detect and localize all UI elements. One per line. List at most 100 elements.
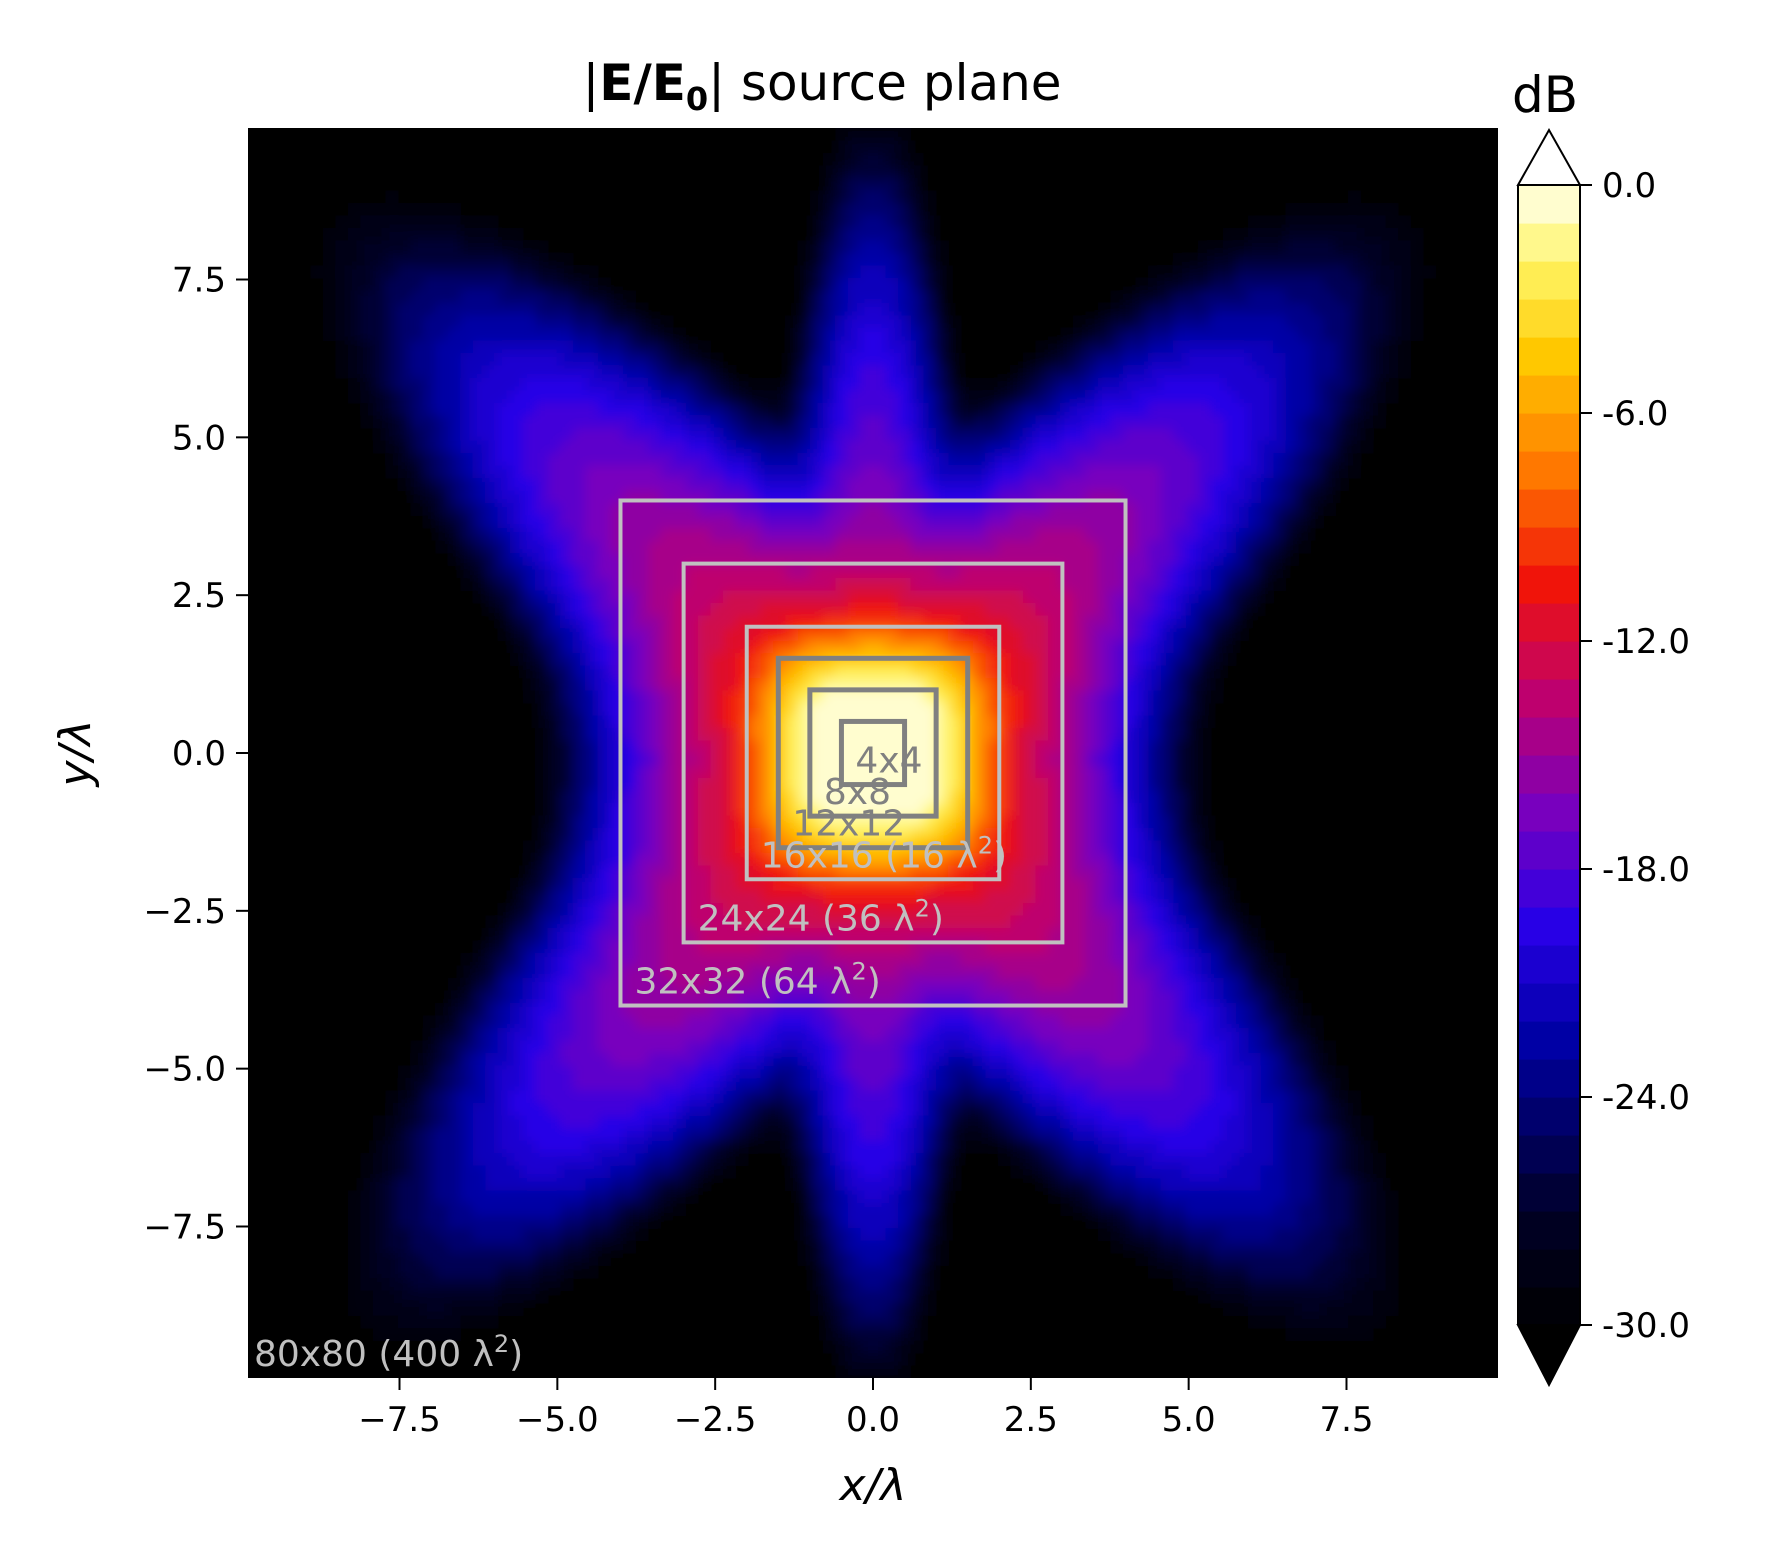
field-cell: [985, 740, 999, 754]
field-cell: [423, 415, 437, 429]
field-cell: [435, 453, 449, 467]
field-cell: [923, 1065, 937, 1079]
field-cell: [448, 978, 462, 992]
field-cell: [560, 653, 574, 667]
field-cell: [498, 1053, 512, 1067]
field-cell: [710, 528, 724, 542]
field-cell: [1023, 1165, 1037, 1179]
field-cell: [910, 503, 924, 517]
field-cell: [510, 1265, 524, 1279]
field-cell: [823, 253, 837, 267]
field-cell: [1023, 965, 1037, 979]
field-cell: [410, 328, 424, 342]
field-cell: [1023, 1090, 1037, 1104]
field-cell: [648, 928, 662, 942]
field-cell: [848, 415, 862, 429]
field-cell: [398, 1103, 412, 1117]
field-cell: [623, 428, 637, 442]
field-cell: [610, 1190, 624, 1204]
field-cell: [1110, 1115, 1124, 1129]
field-cell: [910, 1253, 924, 1267]
field-cell: [348, 340, 362, 354]
field-cell: [648, 615, 662, 629]
field-cell: [535, 1290, 549, 1304]
field-cell: [723, 765, 737, 779]
field-cell: [510, 290, 524, 304]
field-cell: [460, 440, 474, 454]
field-cell: [998, 503, 1012, 517]
field-cell: [673, 378, 687, 392]
field-cell: [598, 1203, 612, 1217]
field-cell: [1173, 1265, 1187, 1279]
field-cell: [1098, 390, 1112, 404]
field-cell: [835, 1065, 849, 1079]
field-cell: [1185, 1103, 1199, 1117]
field-cell: [423, 290, 437, 304]
field-cell: [798, 515, 812, 529]
field-cell: [523, 840, 537, 854]
field-cell: [373, 390, 387, 404]
field-cell: [598, 478, 612, 492]
field-cell: [1010, 728, 1024, 742]
field-cell: [1173, 1090, 1187, 1104]
field-cell: [535, 428, 549, 442]
field-cell: [898, 403, 912, 417]
field-cell: [1173, 728, 1187, 742]
field-cell: [1023, 1015, 1037, 1029]
field-cells: [310, 128, 1437, 1378]
field-cell: [560, 503, 574, 517]
field-cell: [1148, 840, 1162, 854]
field-cell: [948, 1065, 962, 1079]
field-cell: [973, 853, 987, 867]
field-cell: [573, 478, 587, 492]
field-cell: [935, 715, 949, 729]
field-cell: [1198, 1090, 1212, 1104]
field-cell: [448, 1015, 462, 1029]
field-cell: [685, 903, 699, 917]
field-cell: [473, 503, 487, 517]
field-cell: [1035, 565, 1049, 579]
field-cell: [1035, 815, 1049, 829]
field-cell: [548, 965, 562, 979]
field-cell: [635, 665, 649, 679]
field-cell: [998, 890, 1012, 904]
field-cell: [885, 578, 899, 592]
field-cell: [1073, 1065, 1087, 1079]
field-cell: [623, 753, 637, 767]
field-cell: [448, 1240, 462, 1254]
field-cell: [1148, 778, 1162, 792]
field-cell: [673, 1115, 687, 1129]
field-cell: [335, 340, 349, 354]
field-cell: [1148, 1228, 1162, 1242]
field-cell: [1185, 1265, 1199, 1279]
field-cell: [960, 528, 974, 542]
field-cell: [760, 1065, 774, 1079]
field-cell: [1060, 415, 1074, 429]
field-cell: [473, 1165, 487, 1179]
field-cell: [698, 1178, 712, 1192]
field-cell: [1098, 815, 1112, 829]
field-cell: [410, 215, 424, 229]
field-cell: [1023, 1115, 1037, 1129]
field-cell: [510, 265, 524, 279]
field-cell: [448, 1103, 462, 1117]
field-cell: [885, 1353, 899, 1367]
field-cell: [660, 528, 674, 542]
field-cell: [735, 978, 749, 992]
field-cell: [835, 603, 849, 617]
field-cell: [810, 1115, 824, 1129]
field-cell: [660, 1165, 674, 1179]
field-cell: [410, 1203, 424, 1217]
field-cell: [498, 1065, 512, 1079]
field-cell: [498, 578, 512, 592]
field-cell: [1185, 1240, 1199, 1254]
field-cell: [1185, 365, 1199, 379]
field-cell: [1198, 665, 1212, 679]
field-cell: [1073, 978, 1087, 992]
field-cell: [1098, 1103, 1112, 1117]
field-cell: [473, 1115, 487, 1129]
field-cell: [360, 1315, 374, 1329]
field-cell: [535, 1003, 549, 1017]
field-cell: [685, 365, 699, 379]
field-cell: [398, 1128, 412, 1142]
